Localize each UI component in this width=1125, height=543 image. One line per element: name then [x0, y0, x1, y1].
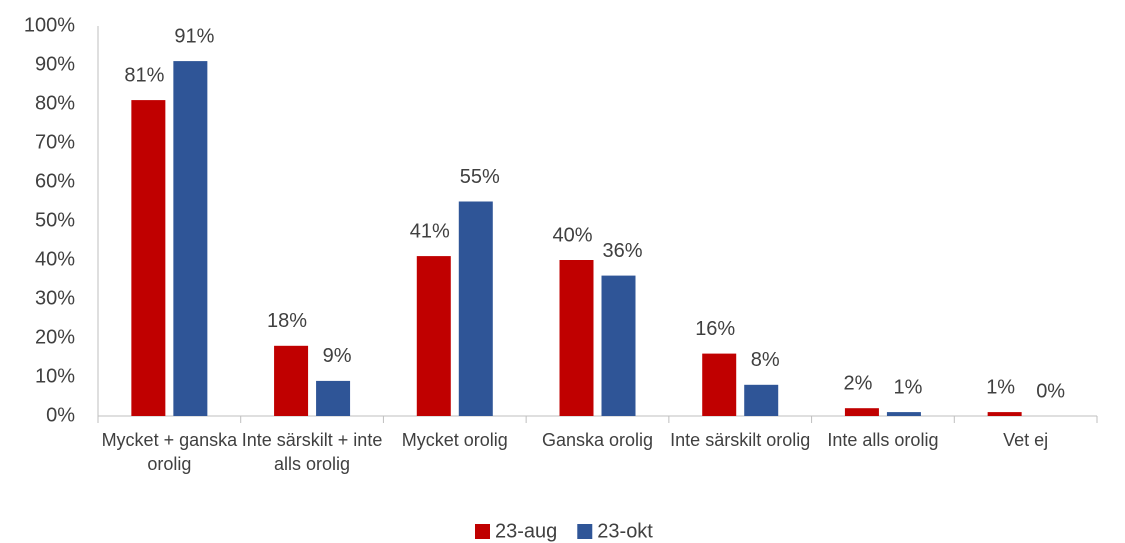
data-label: 40%	[552, 224, 592, 246]
x-tick-label: Vet ej	[1003, 430, 1049, 450]
y-tick-label: 100%	[24, 14, 75, 36]
legend-swatch	[475, 524, 490, 539]
bar	[886, 412, 921, 416]
bar	[559, 260, 594, 416]
data-label: 16%	[695, 318, 735, 340]
data-label: 36%	[602, 240, 642, 262]
x-tick-label: Mycket orolig	[401, 430, 508, 450]
x-tick-label-box: Inte särskilt + inte alls orolig	[241, 430, 383, 475]
x-tick-label-box: Inte särskilt orolig	[670, 430, 811, 450]
y-tick-label: 90%	[35, 53, 75, 75]
y-tick-label: 60%	[35, 170, 75, 192]
data-label: 41%	[410, 220, 450, 242]
bar	[131, 100, 166, 416]
legend-label: 23-aug	[495, 520, 557, 542]
data-label: 2%	[843, 372, 872, 394]
legend: 23-aug 23-okt	[475, 520, 653, 542]
bar	[173, 61, 208, 416]
x-tick-label: Inte särskilt + inte alls orolig	[241, 430, 383, 475]
x-tick-label: Ganska orolig	[541, 430, 654, 450]
y-tick-label: 0%	[46, 404, 75, 426]
data-label: 1%	[986, 376, 1015, 398]
x-tick-label: Inte särskilt orolig	[670, 430, 811, 450]
bar	[702, 353, 737, 416]
bar	[601, 275, 636, 416]
bar	[744, 384, 779, 416]
x-tick-label: Mycket + ganska orolig	[101, 430, 238, 475]
x-tick-label-box: Vet ej	[1003, 430, 1049, 450]
x-tick-label-box: Inte alls orolig	[827, 430, 939, 450]
bar	[316, 380, 351, 416]
data-label: 18%	[267, 310, 307, 332]
bar	[458, 201, 493, 416]
y-tick-label: 80%	[35, 92, 75, 114]
data-label: 8%	[751, 349, 780, 371]
legend-label: 23-okt	[597, 520, 653, 542]
x-tick-label-box: Ganska orolig	[541, 430, 654, 450]
x-tick-label: Inte alls orolig	[827, 430, 939, 450]
y-tick-label: 10%	[35, 365, 75, 387]
data-label: 91%	[174, 25, 214, 47]
y-tick-label: 40%	[35, 248, 75, 270]
y-tick-label: 30%	[35, 287, 75, 309]
legend-swatch	[577, 524, 593, 539]
x-tick-label-box: Mycket orolig	[401, 430, 508, 450]
bar	[274, 345, 309, 416]
bar	[416, 256, 451, 416]
data-label: 81%	[124, 64, 164, 86]
x-tick-label-box: Mycket + ganska orolig	[101, 430, 238, 475]
bar	[987, 412, 1022, 416]
y-tick-label: 70%	[35, 131, 75, 153]
data-label: 55%	[460, 166, 500, 188]
y-tick-label: 50%	[35, 209, 75, 231]
data-label: 9%	[323, 345, 352, 367]
data-label: 1%	[893, 376, 922, 398]
data-label: 0%	[1036, 380, 1065, 402]
bar	[844, 408, 879, 416]
y-tick-label: 20%	[35, 326, 75, 348]
